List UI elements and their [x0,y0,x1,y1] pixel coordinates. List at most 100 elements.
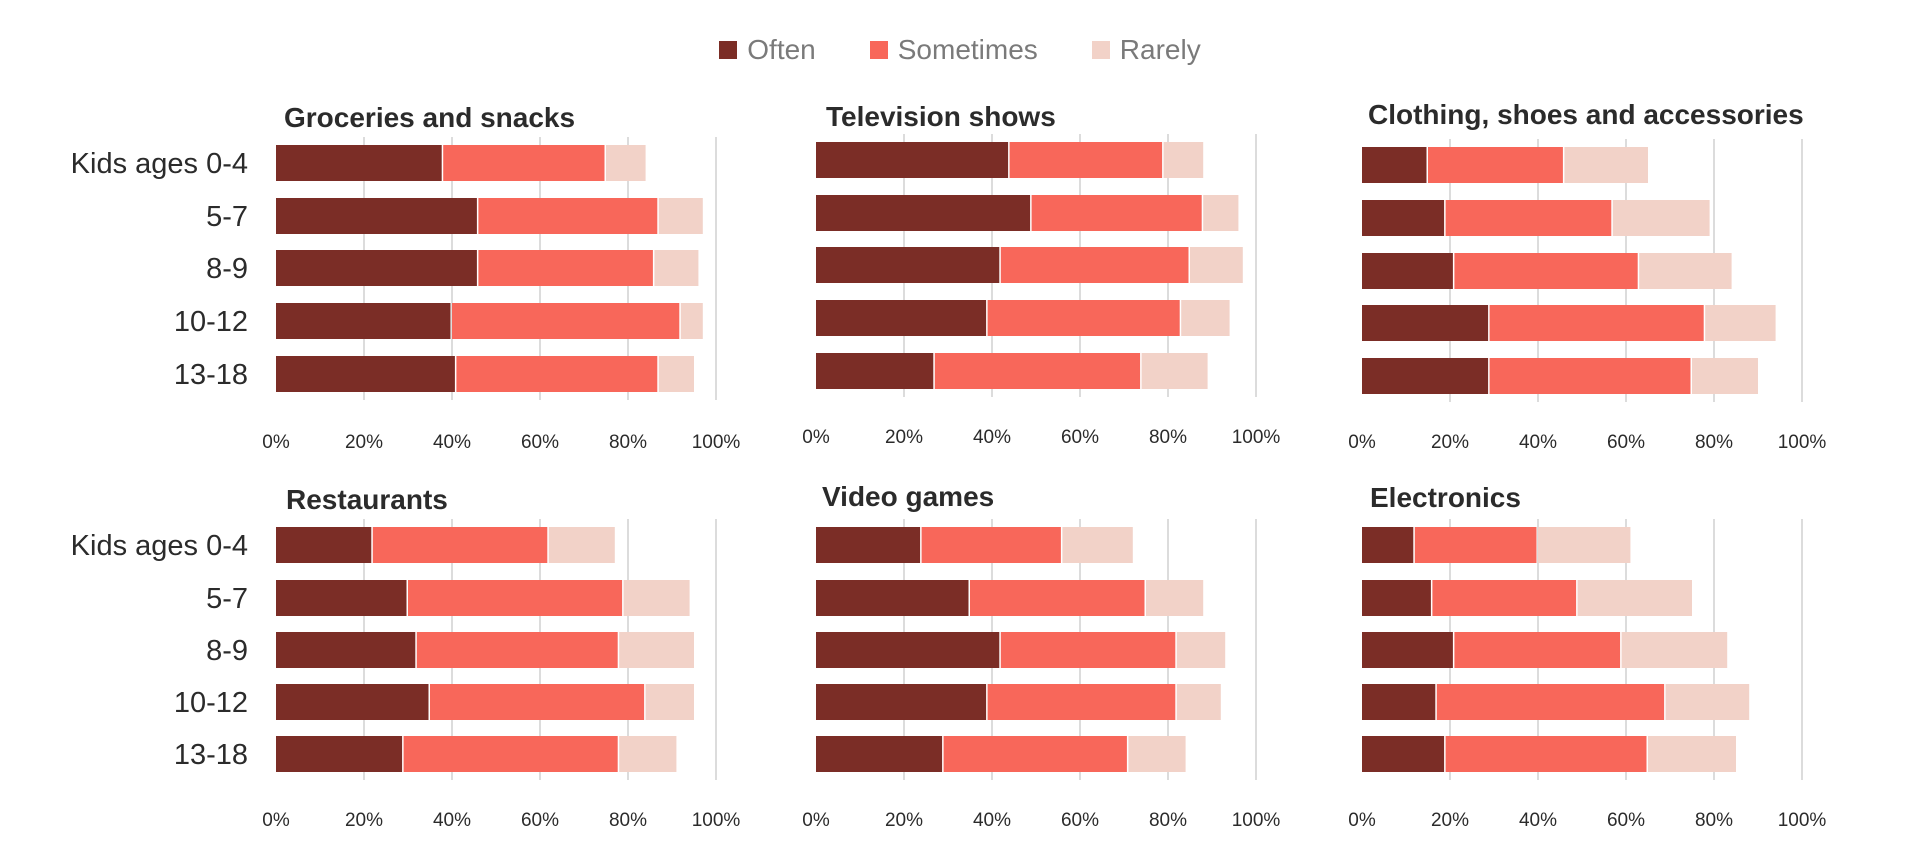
chart-title: Video games [822,481,994,512]
bar-sometimes-10-12 [1490,305,1704,341]
x-tick-label: 0% [262,810,290,831]
bar-rarely-kids-ages-0-4 [1164,142,1204,178]
bar-sometimes-5-7 [1446,200,1612,236]
bar-rarely-10-12 [1181,300,1229,336]
bar-sometimes-8-9 [478,250,653,286]
bar-often-kids-ages-0-4 [1362,147,1427,183]
bar-sometimes-kids-ages-0-4 [1428,147,1563,183]
bar-rarely-5-7 [624,580,690,616]
x-tick-label: 60% [1061,810,1099,831]
x-tick-label: 40% [433,810,471,831]
x-tick-label: 100% [1232,810,1281,831]
chart-panel-electronics: Electronics0% 20% 40% 60% 80% 100% [1348,482,1826,831]
category-label: 10-12 [174,306,248,338]
bar-rarely-kids-ages-0-4 [1538,527,1630,563]
bar-rarely-8-9 [654,250,698,286]
bar-rarely-10-12 [646,684,694,720]
bar-rarely-13-18 [1692,358,1758,394]
category-label: Kids ages 0-4 [71,148,248,180]
bar-sometimes-10-12 [430,684,644,720]
chart-panel-clothing-shoes-and-accessories: Clothing, shoes and accessories 0% 20% 40% 6… [1348,99,1826,453]
bar-often-5-7 [1362,200,1444,236]
x-tick-label: 80% [1695,432,1733,453]
bar-rarely-kids-ages-0-4 [606,145,646,181]
x-tick-label: 80% [1149,427,1187,448]
bar-rarely-8-9 [1639,253,1731,289]
x-tick-label: 100% [692,810,741,831]
x-tick-label: 80% [609,810,647,831]
bar-rarely-5-7 [1146,580,1203,616]
bar-often-13-18 [1362,358,1488,394]
bar-rarely-13-18 [659,356,694,392]
bar-sometimes-8-9 [417,632,618,668]
bar-often-10-12 [816,684,986,720]
bar-rarely-10-12 [681,303,703,339]
x-tick-label: 100% [1778,810,1827,831]
bar-sometimes-13-18 [935,353,1140,389]
bar-rarely-8-9 [1622,632,1728,668]
bar-often-kids-ages-0-4 [276,527,371,563]
bar-sometimes-kids-ages-0-4 [1010,142,1163,178]
bar-rarely-kids-ages-0-4 [1564,147,1648,183]
category-label: Kids ages 0-4 [71,530,248,562]
bar-often-5-7 [276,580,407,616]
bar-sometimes-5-7 [970,580,1145,616]
bar-sometimes-kids-ages-0-4 [922,527,1061,563]
bar-rarely-5-7 [659,198,703,234]
bar-rarely-5-7 [1613,200,1710,236]
category-label: 13-18 [174,739,248,771]
category-label: 8-9 [206,253,248,285]
bar-often-13-18 [816,736,942,772]
x-tick-label: 60% [1061,427,1099,448]
x-tick-label: 20% [885,427,923,448]
x-tick-label: 40% [1519,432,1557,453]
bar-sometimes-10-12 [988,684,1176,720]
category-label: 5-7 [206,583,248,615]
chart-title: Restaurants [286,484,448,515]
x-tick-label: 40% [973,810,1011,831]
bar-rarely-13-18 [1128,736,1185,772]
x-tick-label: 40% [973,427,1011,448]
x-tick-label: 0% [802,427,830,448]
bar-sometimes-5-7 [1432,580,1576,616]
category-label: 10-12 [174,687,248,719]
x-tick-label: 0% [802,810,830,831]
x-tick-label: 60% [521,432,559,453]
x-tick-label: 60% [1607,810,1645,831]
bar-rarely-10-12 [1177,684,1221,720]
bar-often-13-18 [276,356,455,392]
x-tick-label: 100% [1232,427,1281,448]
x-tick-label: 20% [1431,810,1469,831]
bar-rarely-13-18 [1142,353,1208,389]
chart-title: Television shows [826,101,1056,132]
x-tick-label: 0% [262,432,290,453]
category-label: 13-18 [174,359,248,391]
x-tick-label: 40% [433,432,471,453]
bar-often-8-9 [816,632,999,668]
bar-often-8-9 [276,632,415,668]
bar-often-kids-ages-0-4 [816,142,1008,178]
bar-sometimes-8-9 [1001,632,1176,668]
bar-sometimes-13-18 [1446,736,1647,772]
x-tick-label: 20% [1431,432,1469,453]
bar-often-10-12 [1362,305,1488,341]
bar-often-13-18 [816,353,933,389]
bar-rarely-kids-ages-0-4 [1062,527,1132,563]
bar-sometimes-13-18 [1490,358,1691,394]
x-tick-label: 0% [1348,810,1376,831]
x-tick-label: 0% [1348,432,1376,453]
x-tick-label: 80% [609,432,647,453]
bar-often-10-12 [276,303,451,339]
bar-often-5-7 [276,198,477,234]
bar-often-10-12 [276,684,429,720]
x-tick-label: 100% [692,432,741,453]
chart-panel-groceries-and-snacks: Groceries and snacksKids ages 0-45-78-91… [71,102,741,453]
bar-often-5-7 [1362,580,1431,616]
x-tick-label: 80% [1695,810,1733,831]
chart-title: Groceries and snacks [284,102,575,133]
x-tick-label: 60% [521,810,559,831]
charts-canvas: Groceries and snacks Kids ages 0-4 5-7 8-9 1… [0,0,1920,864]
bar-sometimes-8-9 [1454,632,1620,668]
x-tick-label: 40% [1519,810,1557,831]
bar-sometimes-10-12 [452,303,679,339]
